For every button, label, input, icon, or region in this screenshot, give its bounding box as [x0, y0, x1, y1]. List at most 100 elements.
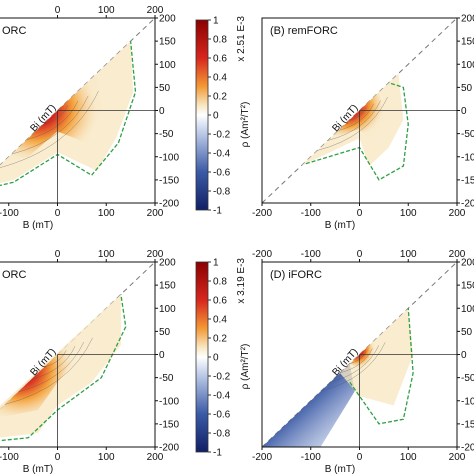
contour-line — [4, 337, 93, 405]
contour-line — [340, 348, 373, 374]
colorbar-scale — [195, 261, 209, 453]
y-tick-label: -150 — [159, 175, 179, 186]
x-tick-label: -100 — [0, 208, 19, 219]
x-tick-label: 200 — [449, 452, 466, 463]
top-tick-label: -200 — [252, 249, 272, 260]
colorbar-2: 1 0.8 0.6 0.4 0.2 0 -0.2 -0.4 -0.6 -0.8 -1 x 3.19 E… — [195, 258, 251, 459]
y-tick-label: 100 — [159, 304, 176, 315]
x-tick-label: 0 — [357, 208, 363, 219]
y-tick-label: -100 — [159, 152, 179, 163]
y-tick-label: -200 — [159, 443, 179, 454]
colorbar-label: ρ (Am²/T²) — [240, 102, 251, 148]
colorbar-tick-label: 0.6 — [213, 296, 227, 307]
colorbar-label: ρ (Am²/T²) — [240, 344, 251, 390]
top-tick-label: 100 — [98, 249, 115, 260]
panel-label: ORC — [2, 269, 27, 281]
contour-line — [42, 105, 68, 126]
top-tick-label: 0 — [55, 5, 61, 16]
x-axis-label: B (mT) — [23, 464, 54, 474]
y-tick-label: -200 — [461, 443, 474, 454]
x-tick-label: 0 — [55, 208, 61, 219]
colorbar-tick-label: 0.2 — [213, 334, 227, 345]
y-tick-label: -50 — [461, 129, 474, 140]
forc-negative-band — [262, 363, 355, 447]
x-tick-label: -100 — [301, 452, 321, 463]
top-tick-label: 0 — [357, 249, 363, 260]
top-tick-label: 200 — [449, 249, 466, 260]
contour-line — [327, 100, 381, 141]
contour-line — [317, 97, 388, 151]
contour-line — [320, 342, 386, 392]
y-tick-label: 50 — [461, 327, 473, 338]
colorbar-tick-label: -0.4 — [213, 149, 231, 160]
forc-panel-4: -200-1000100200-200-10001002002001501005… — [252, 249, 474, 474]
y-tick-label: -50 — [159, 129, 174, 140]
colorbar-1: 1 0.8 0.6 0.4 0.2 0 -0.2 -0.4 -0.6 -0.8 -1 x 2.51 E… — [195, 16, 251, 217]
contour-line — [31, 346, 76, 380]
y-tick-label: 0 — [159, 106, 165, 117]
y-tick-label: 0 — [159, 350, 165, 361]
x-tick-label: 100 — [400, 208, 417, 219]
colorbar-tick-label: 0.4 — [213, 315, 227, 326]
x-tick-label: 100 — [98, 452, 115, 463]
panel-label: ORC — [2, 25, 27, 37]
colorbar-tick-label: 0.8 — [213, 35, 227, 46]
forc-plot-area — [262, 18, 457, 203]
y-tick-label: -50 — [461, 373, 474, 384]
y-tick-label: -200 — [159, 199, 179, 210]
x-axis-label: B (mT) — [325, 464, 356, 474]
colorbar-tick-label: -0.2 — [213, 130, 231, 141]
x-axis-label: B (mT) — [325, 220, 356, 231]
y-tick-label: -150 — [461, 419, 474, 430]
y-tick-label: 50 — [461, 83, 473, 94]
y-tick-label: -200 — [461, 199, 474, 210]
top-tick-label: 100 — [98, 5, 115, 16]
x-tick-label: -100 — [0, 452, 19, 463]
y-tick-label: -100 — [159, 396, 179, 407]
y-tick-label: -100 — [461, 396, 474, 407]
y-tick-label: -50 — [159, 373, 174, 384]
forc-plot-area — [262, 262, 457, 447]
colorbar-tick-label: -0.2 — [213, 372, 231, 383]
colorbar-tick-label: -0.6 — [213, 410, 231, 421]
x-tick-label: 100 — [400, 452, 417, 463]
top-tick-label: 100 — [400, 249, 417, 260]
x-axis-label: B (mT) — [23, 220, 54, 231]
top-tick-label: 0 — [55, 249, 61, 260]
contour-line — [0, 90, 99, 168]
contour-line — [17, 341, 85, 393]
colorbar-tick-label: 0 — [213, 353, 219, 364]
colorbar-tick-label: 0.6 — [213, 54, 227, 65]
y-tick-label: 50 — [159, 327, 171, 338]
contour-line — [330, 345, 380, 383]
x-tick-label: 200 — [147, 208, 164, 219]
x-tick-label: 0 — [55, 452, 61, 463]
y-tick-label: 0 — [461, 350, 467, 361]
y-tick-label: 150 — [159, 37, 176, 48]
y-tick-label: 200 — [159, 258, 176, 269]
y-tick-label: 100 — [159, 60, 176, 71]
forc-plot-area — [0, 18, 155, 203]
x-tick-label: -200 — [252, 208, 272, 219]
x-tick-label: 200 — [147, 452, 164, 463]
top-tick-label: -100 — [301, 249, 321, 260]
colorbar-tick-label: 0 — [213, 111, 219, 122]
x-tick-label: 200 — [449, 208, 466, 219]
significance-contour — [0, 294, 127, 442]
y-tick-label: 200 — [159, 14, 176, 25]
y-tick-label: 50 — [159, 83, 171, 94]
x-tick-label: -100 — [301, 208, 321, 219]
colorbar-tick-label: 0.8 — [213, 277, 227, 288]
x-tick-label: 100 — [98, 208, 115, 219]
y-tick-label: 150 — [159, 281, 176, 292]
y-tick-label: -150 — [159, 419, 179, 430]
y-tick-label: 200 — [461, 14, 474, 25]
top-tick-label: 200 — [147, 249, 164, 260]
colorbar-tick-label: -1 — [213, 206, 222, 217]
contour-line — [11, 95, 89, 155]
colorbar-tick-label: 0.2 — [213, 92, 227, 103]
colorbar-multiplier: x 3.19 E-3 — [236, 258, 247, 304]
colorbar-tick-label: 1 — [213, 16, 219, 27]
